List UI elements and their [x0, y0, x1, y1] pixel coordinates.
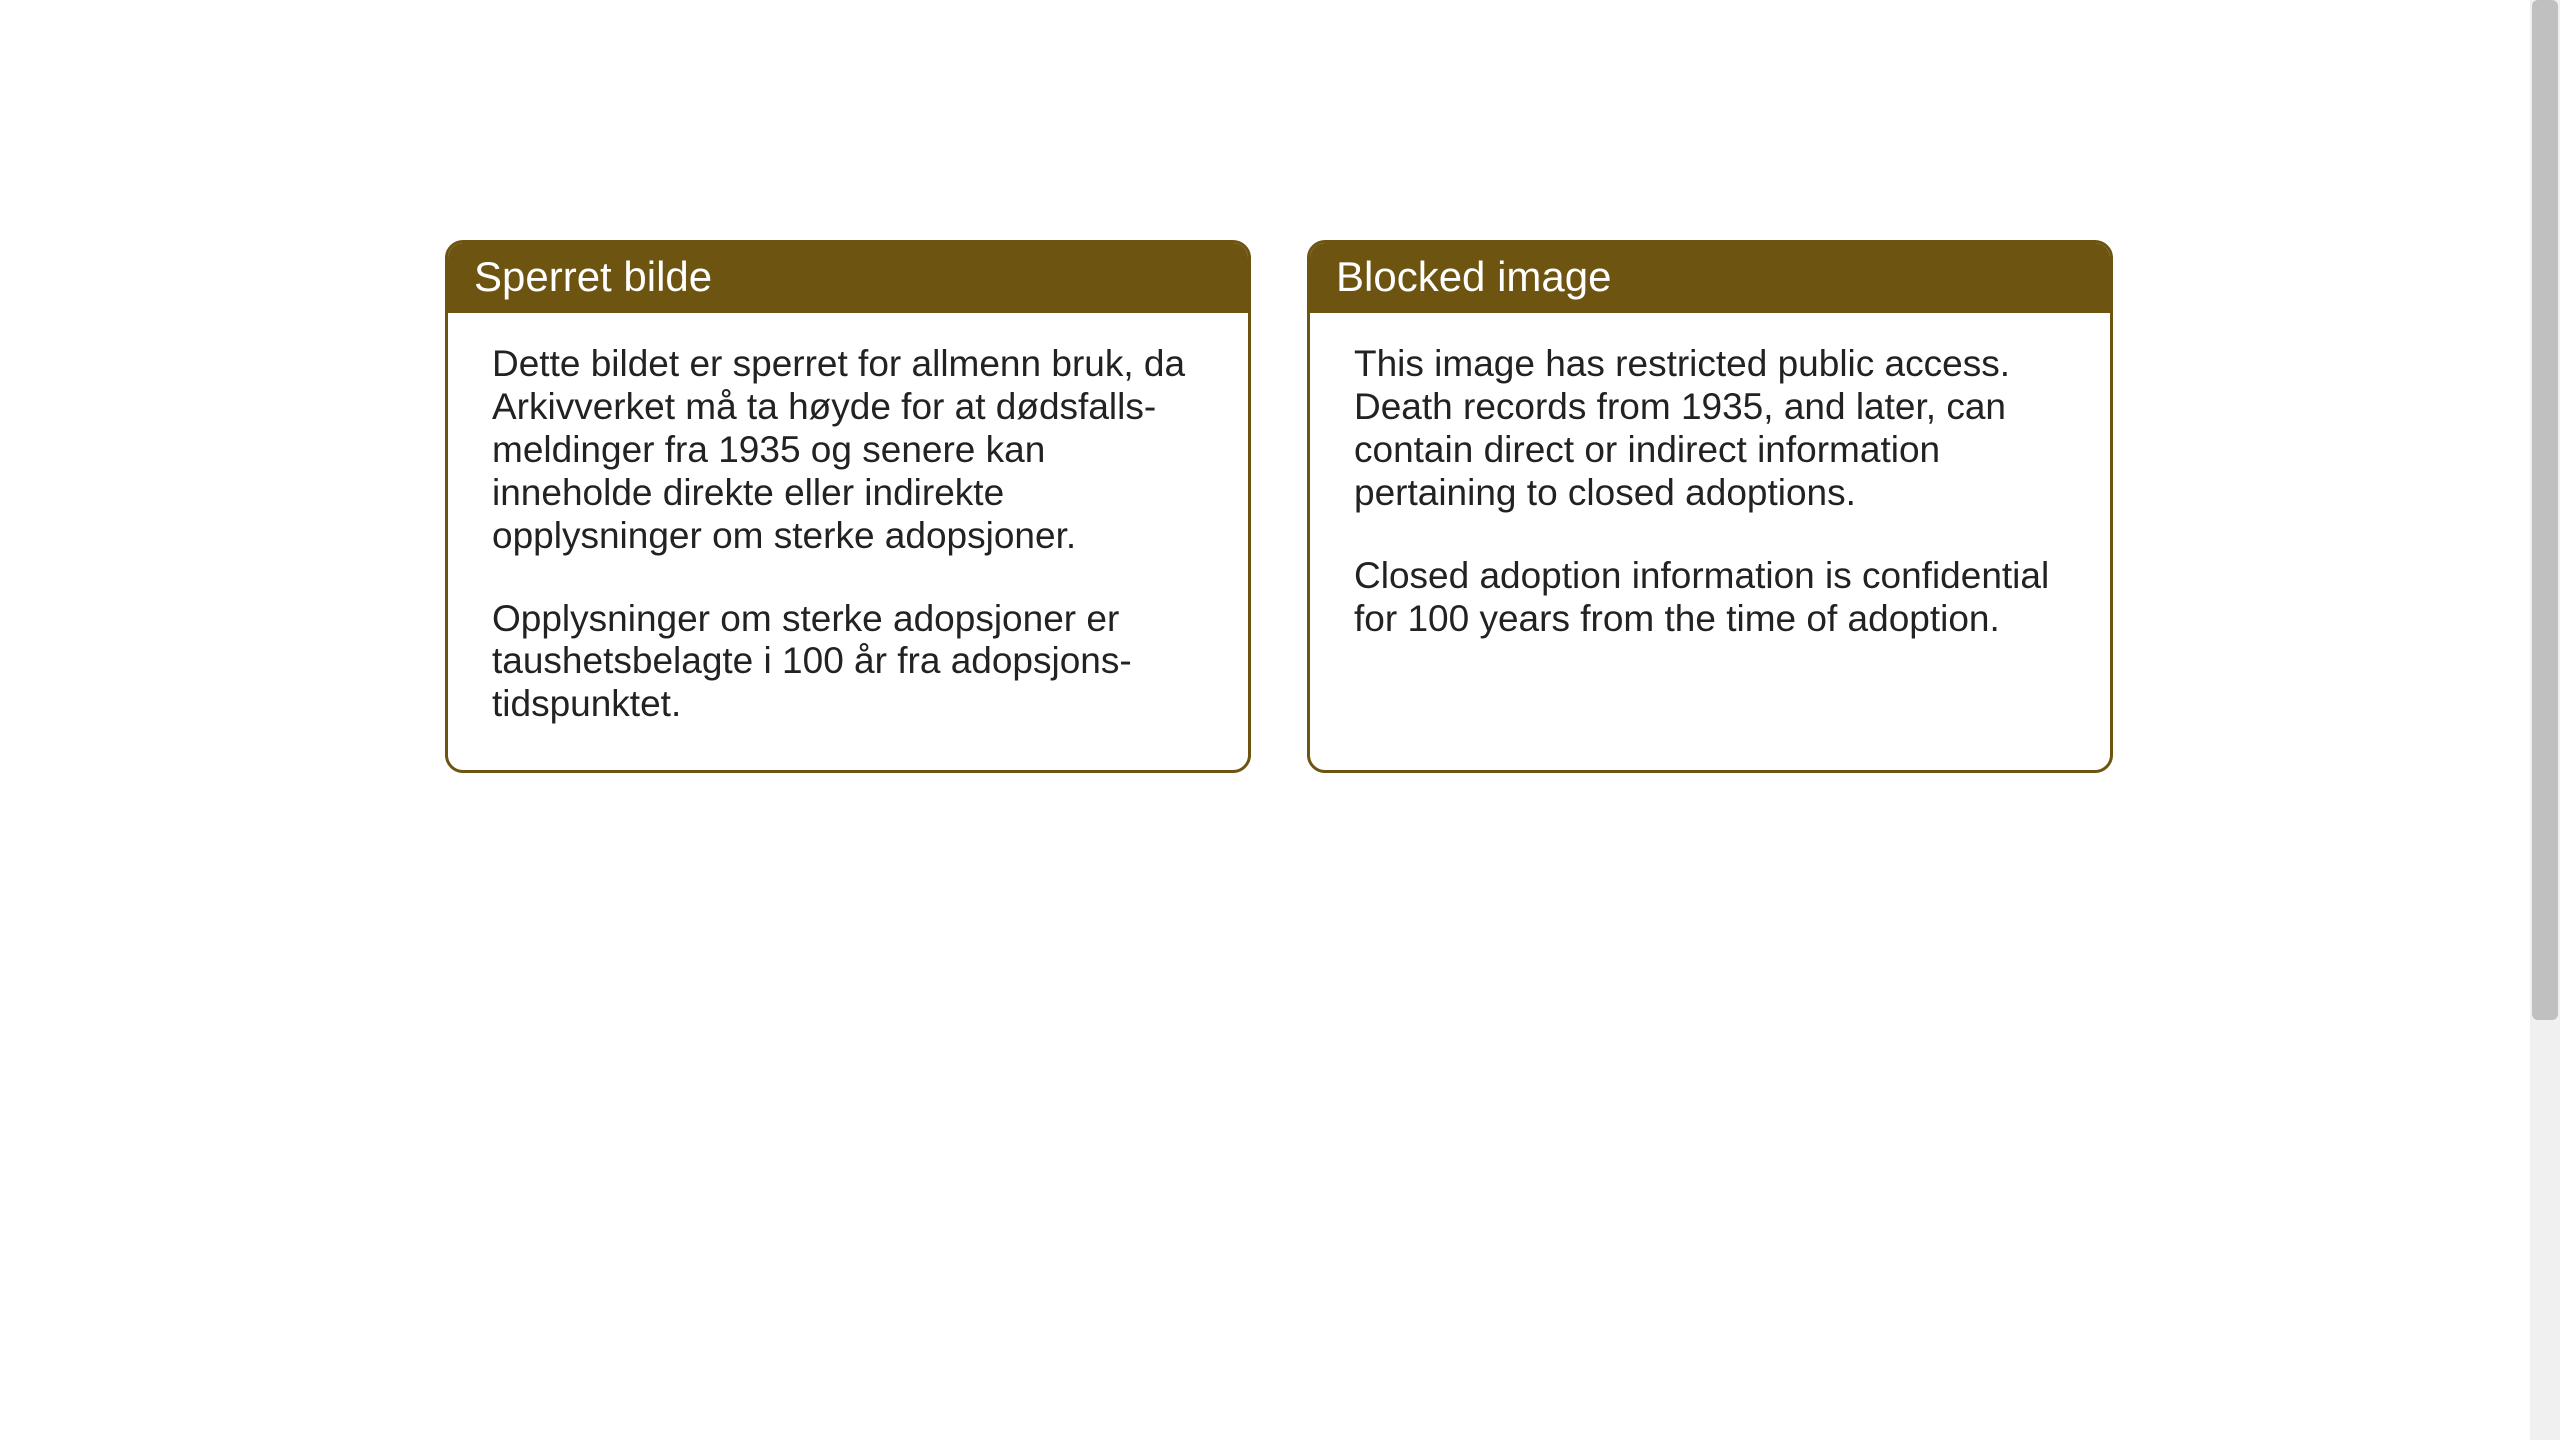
- scrollbar-track[interactable]: [2530, 0, 2560, 1440]
- scrollbar-thumb[interactable]: [2532, 0, 2558, 1020]
- card-body-english: This image has restricted public access.…: [1310, 313, 2110, 684]
- card-paragraph2-english: Closed adoption information is confident…: [1354, 555, 2066, 641]
- card-english: Blocked image This image has restricted …: [1307, 240, 2113, 773]
- card-header-norwegian: Sperret bilde: [448, 243, 1248, 313]
- card-norwegian: Sperret bilde Dette bildet er sperret fo…: [445, 240, 1251, 773]
- card-body-norwegian: Dette bildet er sperret for allmenn bruk…: [448, 313, 1248, 770]
- card-paragraph2-norwegian: Opplysninger om sterke adopsjoner er tau…: [492, 598, 1204, 727]
- cards-container: Sperret bilde Dette bildet er sperret fo…: [445, 240, 2113, 773]
- card-header-english: Blocked image: [1310, 243, 2110, 313]
- card-paragraph1-norwegian: Dette bildet er sperret for allmenn bruk…: [492, 343, 1204, 558]
- card-paragraph1-english: This image has restricted public access.…: [1354, 343, 2066, 515]
- card-title-norwegian: Sperret bilde: [474, 253, 712, 300]
- card-title-english: Blocked image: [1336, 253, 1611, 300]
